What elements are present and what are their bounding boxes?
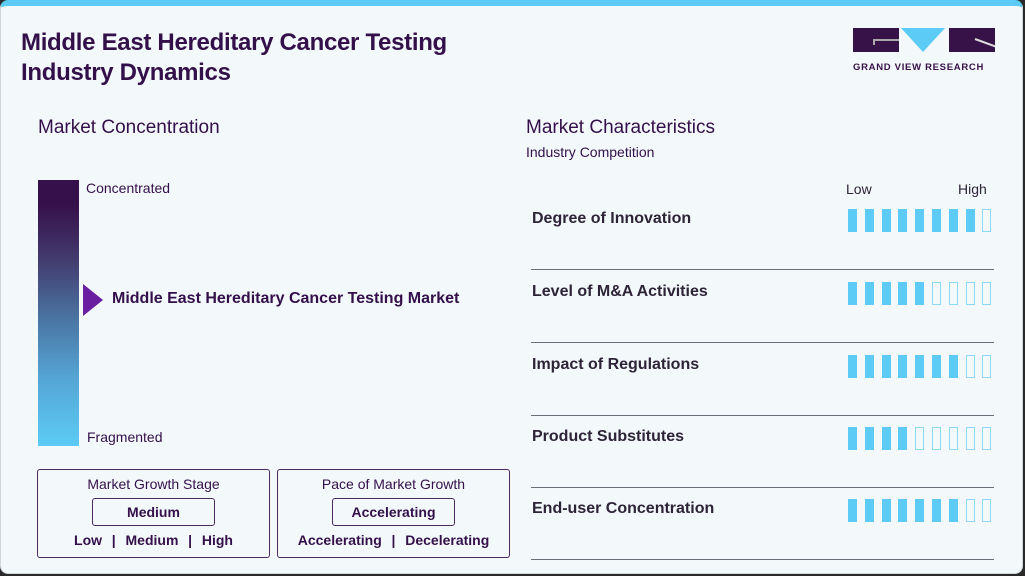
- rating-segment-empty: [915, 427, 925, 450]
- rating-bar-meter: [848, 282, 992, 305]
- rating-segment-filled: [898, 499, 908, 522]
- rating-segment-empty: [982, 209, 992, 232]
- rating-segment-filled: [965, 209, 975, 232]
- logo-g-block: [853, 28, 899, 52]
- rating-segment-filled: [948, 499, 958, 522]
- rating-segment-filled: [931, 355, 941, 378]
- rating-segment-filled: [881, 499, 891, 522]
- market-position-label: Middle East Hereditary Cancer Testing Ma…: [112, 290, 460, 307]
- rating-segment-empty: [948, 427, 958, 450]
- rating-segment-filled: [931, 499, 941, 522]
- rating-segment-filled: [948, 355, 958, 378]
- market-growth-stage-box: Market Growth Stage Medium Low | Medium …: [37, 469, 270, 558]
- market-concentration-title: Market Concentration: [38, 117, 220, 138]
- characteristic-label: Degree of Innovation: [532, 210, 692, 227]
- characteristic-label: End-user Concentration: [532, 500, 715, 517]
- logo-v-triangle: [901, 28, 945, 52]
- rating-segment-filled: [931, 209, 941, 232]
- rating-segment-filled: [881, 355, 891, 378]
- title-line-1: Middle East Hereditary Cancer Testing: [21, 29, 447, 56]
- grand-view-research-logo: GRAND VIEW RESEARCH: [853, 28, 995, 73]
- rating-segment-filled: [915, 499, 925, 522]
- growth-pace-heading: Pace of Market Growth: [321, 476, 466, 492]
- concentrated-label: Concentrated: [86, 180, 171, 196]
- rating-segment-filled: [864, 499, 874, 522]
- characteristic-row: Degree of Innovation: [531, 196, 994, 270]
- logo-mark-icon: [853, 28, 995, 54]
- rating-segment-filled: [848, 499, 857, 522]
- logo-r-block: [949, 28, 995, 52]
- rating-segment-filled: [864, 282, 874, 305]
- rating-bar-meter: [848, 355, 992, 378]
- rating-segment-empty: [965, 355, 975, 378]
- rating-bar-meter: [848, 499, 992, 522]
- rating-segment-filled: [848, 427, 857, 450]
- characteristic-label: Product Substitutes: [532, 428, 685, 445]
- concentration-gradient-bar: [38, 180, 79, 446]
- characteristic-label: Level of M&A Activities: [532, 283, 708, 300]
- rating-segment-filled: [881, 427, 891, 450]
- rating-segment-empty: [931, 427, 941, 450]
- rating-segment-filled: [881, 282, 891, 305]
- rating-segment-empty: [965, 427, 975, 450]
- rating-segment-filled: [915, 282, 925, 305]
- rating-segment-filled: [898, 209, 908, 232]
- title-line-2: Industry Dynamics: [21, 59, 231, 86]
- rating-segment-filled: [848, 209, 857, 232]
- rating-segment-filled: [864, 427, 874, 450]
- rating-segment-empty: [982, 282, 992, 305]
- pace-of-market-growth-box: Pace of Market Growth Accelerating Accel…: [277, 469, 510, 558]
- rating-segment-filled: [948, 209, 958, 232]
- rating-segment-empty: [982, 355, 992, 378]
- rating-segment-filled: [915, 209, 925, 232]
- rating-segment-empty: [931, 282, 941, 305]
- characteristic-label: Impact of Regulations: [532, 356, 700, 373]
- rating-bar-meter: [848, 427, 992, 450]
- rating-segment-filled: [915, 355, 925, 378]
- rating-segment-empty: [965, 499, 975, 522]
- industry-competition-subtitle: Industry Competition: [526, 144, 655, 160]
- rating-segment-empty: [982, 499, 992, 522]
- rating-segment-empty: [982, 427, 992, 450]
- logo-text: GRAND VIEW RESEARCH: [853, 62, 985, 73]
- characteristic-row: Impact of Regulations: [531, 342, 994, 416]
- rating-segment-filled: [881, 209, 891, 232]
- growth-stage-heading: Market Growth Stage: [87, 476, 220, 492]
- scale-low-label: Low: [846, 181, 872, 197]
- rating-segment-filled: [898, 355, 908, 378]
- market-characteristics-title: Market Characteristics: [526, 117, 715, 138]
- rating-segment-filled: [848, 282, 857, 305]
- rating-segment-filled: [898, 427, 908, 450]
- characteristic-row: Level of M&A Activities: [531, 269, 994, 343]
- rating-segment-empty: [948, 282, 958, 305]
- growth-pace-value: Accelerating: [332, 498, 455, 526]
- market-position-marker-icon: [83, 284, 103, 316]
- growth-pace-options: Accelerating | Decelerating: [297, 532, 490, 548]
- rating-segment-filled: [848, 355, 857, 378]
- characteristic-row: End-user Concentration: [531, 486, 994, 560]
- scale-high-label: High: [958, 181, 987, 197]
- rating-segment-filled: [864, 209, 874, 232]
- characteristic-row: Product Substitutes: [531, 414, 994, 488]
- rating-segment-filled: [864, 355, 874, 378]
- growth-stage-value: Medium: [92, 498, 215, 526]
- page-title: Middle East Hereditary Cancer Testing In…: [21, 28, 447, 88]
- growth-stage-options: Low | Medium | High: [74, 532, 233, 548]
- rating-segment-empty: [965, 282, 975, 305]
- rating-bar-meter: [848, 209, 992, 232]
- rating-segment-filled: [898, 282, 908, 305]
- fragmented-label: Fragmented: [87, 429, 163, 445]
